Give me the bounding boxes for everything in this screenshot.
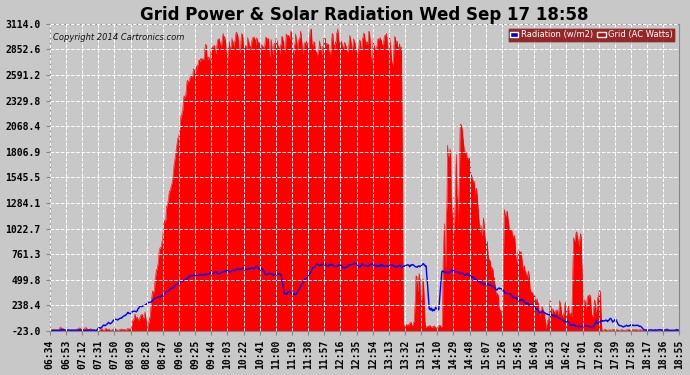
- Title: Grid Power & Solar Radiation Wed Sep 17 18:58: Grid Power & Solar Radiation Wed Sep 17 …: [140, 6, 589, 24]
- Text: Copyright 2014 Cartronics.com: Copyright 2014 Cartronics.com: [53, 33, 184, 42]
- Legend: Radiation (w/m2), Grid (AC Watts): Radiation (w/m2), Grid (AC Watts): [508, 28, 676, 42]
